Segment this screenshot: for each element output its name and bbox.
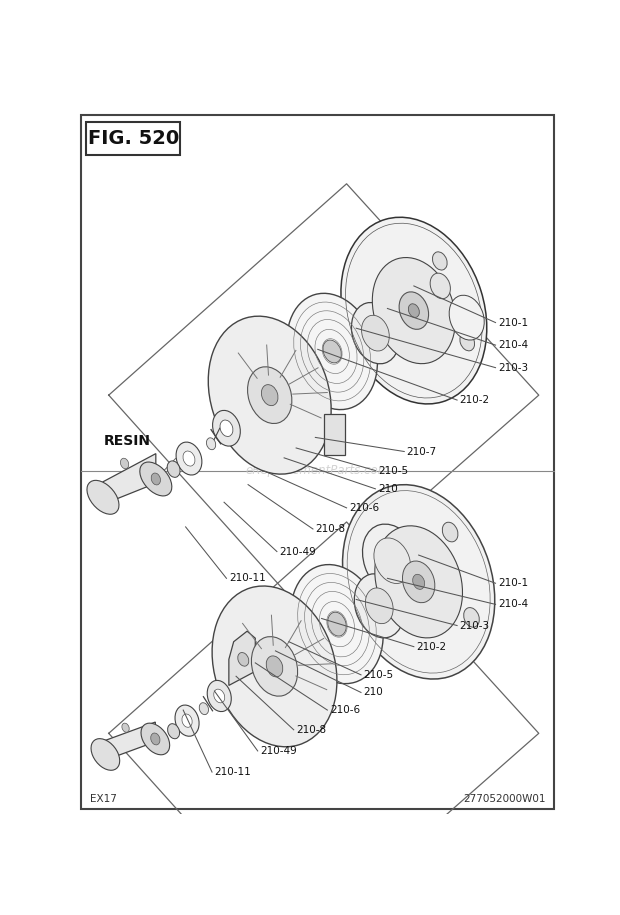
Text: 210-5: 210-5: [363, 670, 394, 680]
Text: FIG. 520: FIG. 520: [87, 129, 179, 148]
Text: 210-49: 210-49: [279, 546, 316, 556]
Ellipse shape: [122, 723, 129, 732]
Ellipse shape: [167, 724, 180, 738]
Text: eReplacementParts.com: eReplacementParts.com: [246, 464, 390, 477]
Ellipse shape: [402, 561, 435, 603]
Ellipse shape: [140, 462, 172, 496]
Ellipse shape: [87, 480, 119, 514]
Ellipse shape: [220, 420, 233, 436]
Ellipse shape: [176, 442, 202, 475]
Text: 210-3: 210-3: [498, 362, 528, 372]
Ellipse shape: [266, 656, 283, 677]
Ellipse shape: [409, 304, 419, 318]
Ellipse shape: [449, 296, 484, 340]
Ellipse shape: [341, 217, 487, 404]
Ellipse shape: [374, 538, 410, 584]
Ellipse shape: [352, 303, 399, 364]
Ellipse shape: [206, 437, 216, 449]
Ellipse shape: [212, 586, 337, 747]
Ellipse shape: [262, 384, 278, 405]
Polygon shape: [103, 454, 156, 504]
Ellipse shape: [442, 522, 458, 542]
Ellipse shape: [399, 292, 428, 329]
Ellipse shape: [363, 524, 422, 597]
Ellipse shape: [151, 733, 160, 745]
Ellipse shape: [413, 575, 425, 589]
Text: 210-1: 210-1: [498, 578, 528, 588]
Ellipse shape: [291, 565, 383, 684]
Text: 210-11: 210-11: [215, 767, 251, 777]
Text: RESIN: RESIN: [104, 434, 151, 448]
Text: 210-1: 210-1: [498, 318, 528, 328]
Text: 210-4: 210-4: [498, 599, 528, 609]
Ellipse shape: [251, 637, 298, 696]
Ellipse shape: [365, 588, 393, 624]
Text: 277052000W01: 277052000W01: [464, 794, 546, 804]
Ellipse shape: [373, 257, 455, 363]
Ellipse shape: [328, 612, 346, 636]
Ellipse shape: [430, 274, 450, 298]
Bar: [86, 123, 180, 155]
Ellipse shape: [247, 367, 292, 424]
Text: 210-11: 210-11: [229, 574, 265, 584]
Ellipse shape: [182, 714, 192, 727]
Text: 210: 210: [363, 687, 383, 697]
Ellipse shape: [199, 703, 208, 715]
Ellipse shape: [361, 316, 389, 351]
Ellipse shape: [91, 738, 120, 770]
Ellipse shape: [208, 317, 331, 474]
Ellipse shape: [167, 461, 180, 478]
Ellipse shape: [214, 689, 224, 703]
Ellipse shape: [354, 574, 404, 638]
Ellipse shape: [375, 526, 463, 638]
Text: 210: 210: [378, 484, 397, 494]
Text: 210-6: 210-6: [330, 705, 360, 716]
Ellipse shape: [120, 458, 129, 468]
Polygon shape: [105, 722, 156, 760]
Ellipse shape: [287, 294, 378, 410]
Text: 210-6: 210-6: [349, 503, 379, 513]
Ellipse shape: [183, 451, 195, 466]
Ellipse shape: [464, 608, 479, 627]
Text: 210-8: 210-8: [296, 725, 326, 735]
Polygon shape: [229, 631, 255, 685]
Ellipse shape: [213, 411, 241, 447]
Ellipse shape: [175, 705, 199, 737]
Ellipse shape: [141, 723, 170, 755]
Text: 210-5: 210-5: [378, 466, 408, 476]
Ellipse shape: [238, 652, 249, 666]
Ellipse shape: [342, 485, 495, 679]
Ellipse shape: [207, 681, 231, 712]
Polygon shape: [324, 414, 345, 455]
Ellipse shape: [323, 340, 342, 363]
Text: 210-7: 210-7: [407, 447, 436, 457]
Text: EX17: EX17: [89, 794, 117, 804]
Text: 210-4: 210-4: [498, 340, 528, 350]
Ellipse shape: [433, 252, 447, 270]
Text: 210-8: 210-8: [316, 524, 345, 534]
Ellipse shape: [151, 473, 161, 485]
Text: 210-2: 210-2: [459, 395, 490, 405]
Ellipse shape: [460, 333, 474, 350]
Text: 210-2: 210-2: [416, 641, 446, 651]
Text: 210-49: 210-49: [260, 746, 297, 756]
Text: 210-3: 210-3: [459, 620, 490, 630]
